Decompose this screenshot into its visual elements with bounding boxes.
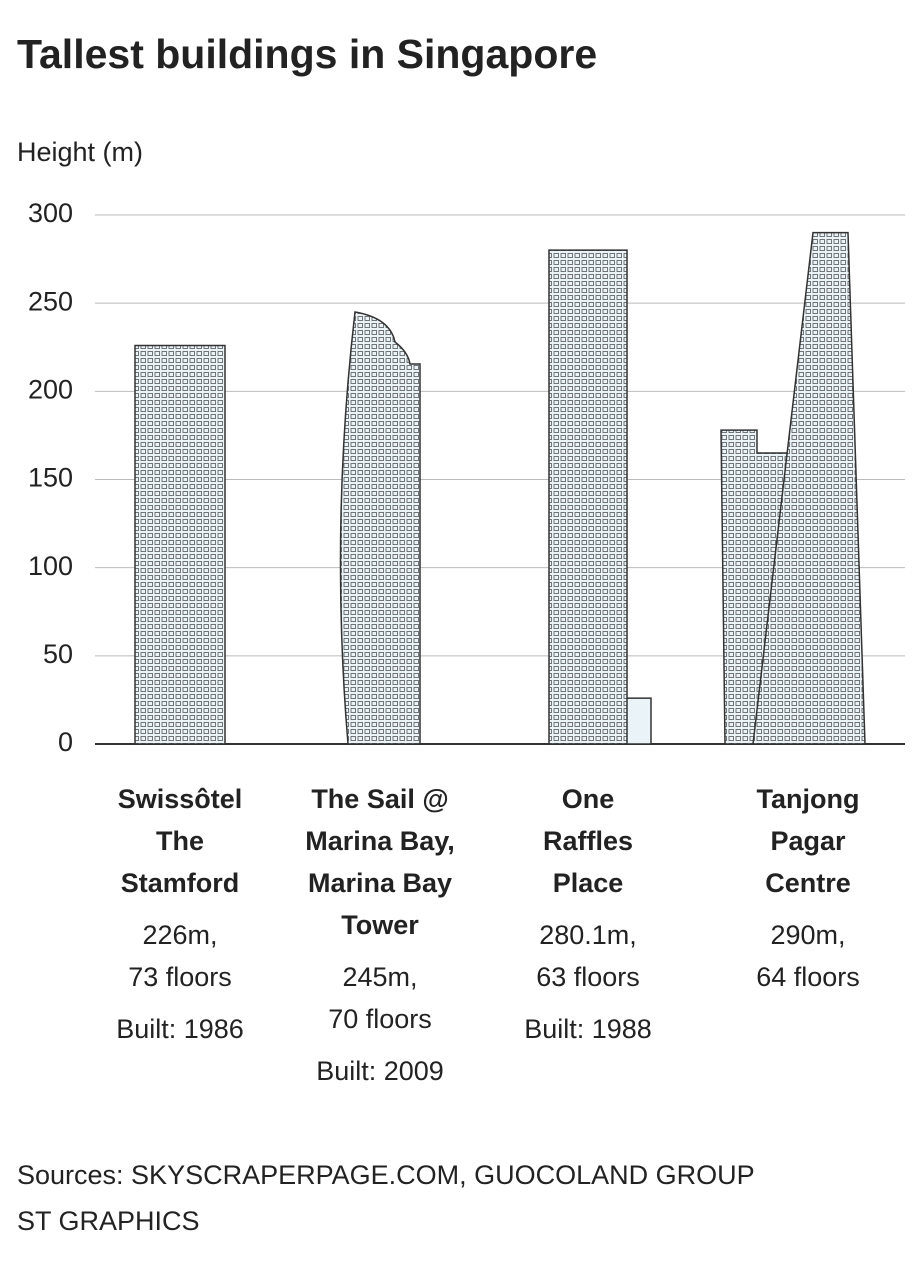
value-label: 280.1m, — [539, 920, 637, 950]
source: Sources: SKYSCRAPERPAGE.COM, GUOCOLAND G… — [17, 1160, 755, 1190]
credit: ST GRAPHICS — [17, 1206, 200, 1236]
built-label: Built: 2009 — [316, 1056, 444, 1086]
category-label: Swissôtel The Stamford — [117, 784, 243, 898]
y-tick-label: 250 — [28, 286, 73, 316]
bar — [339, 311, 421, 745]
bar — [548, 249, 628, 745]
y-tick-label: 0 — [58, 727, 73, 757]
floors-label: 63 floors — [536, 962, 640, 992]
y-tick-label: 150 — [28, 463, 73, 493]
built-label: Built: 1986 — [116, 1014, 244, 1044]
category-label: The Sail @ Marina Bay, Marina Bay Tower — [305, 784, 455, 940]
chart-title: Tallest buildings in Singapore — [17, 31, 597, 77]
value-label: 290m, — [770, 920, 846, 950]
built-label: Built: 1988 — [524, 1014, 652, 1044]
value-label: 226m, — [142, 920, 218, 950]
y-tick-label: 200 — [28, 374, 73, 404]
y-tick-label: 50 — [43, 639, 73, 669]
value-label: 245m, — [342, 962, 418, 992]
category-label: Tanjong Pagar Centre — [756, 784, 860, 898]
category-label-block: The Sail @ Marina Bay, Marina Bay Tower 2… — [270, 778, 490, 1092]
floors-label: 73 floors — [128, 962, 232, 992]
floors-label: 64 floors — [756, 962, 860, 992]
y-tick-label: 100 — [28, 551, 73, 581]
y-tick-label: 300 — [28, 198, 73, 228]
category-label-block: One Raffles Place 280.1m, 63 floors Built: … — [478, 778, 698, 1050]
floors-label: 70 floors — [328, 1004, 432, 1034]
category-label-block: Tanjong Pagar Centre 290m, 64 floors — [698, 778, 918, 998]
y-axis-label: Height (m) — [17, 137, 143, 167]
category-label: One Raffles Place — [542, 784, 634, 898]
bar — [752, 231, 866, 745]
bar — [134, 344, 226, 745]
category-label-block: Swissôtel The Stamford 226m, 73 floors Buil… — [70, 778, 290, 1050]
